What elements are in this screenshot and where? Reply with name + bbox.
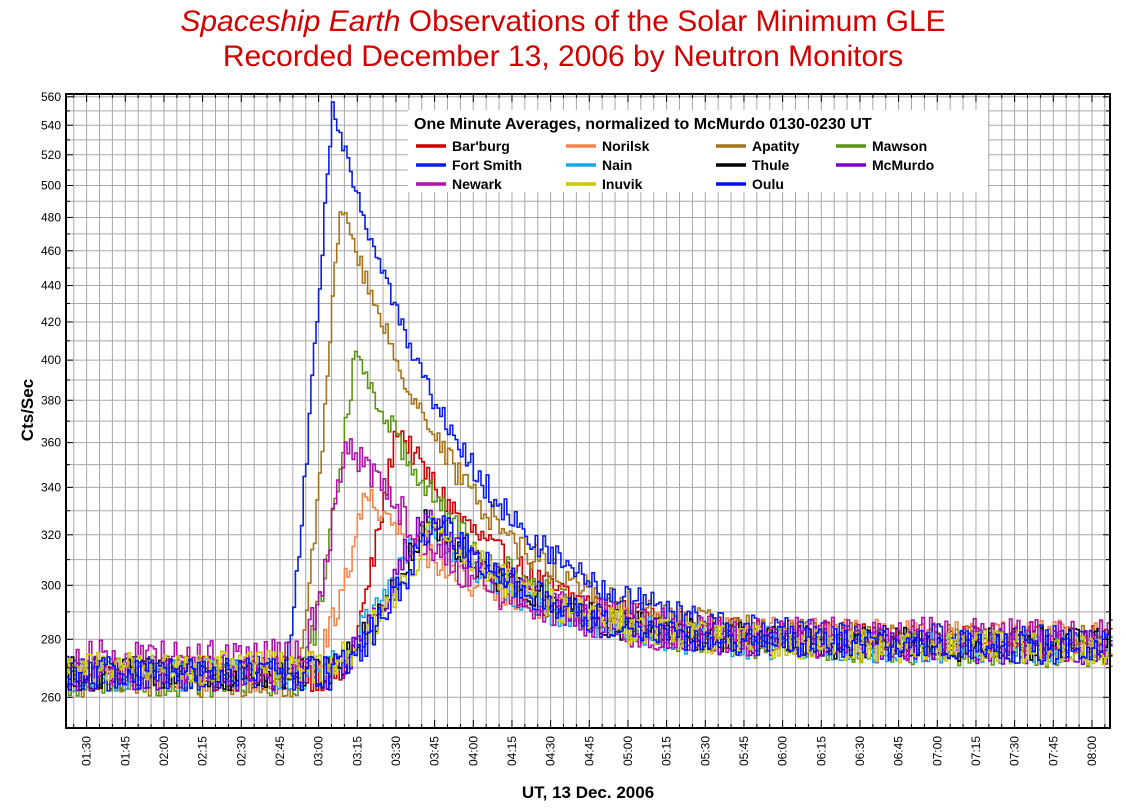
series-line-oulu [66,515,1113,691]
legend-entry: Fort Smith [452,157,522,173]
x-tick-label: 03:00 [312,736,326,766]
x-tick-label: 03:45 [428,736,442,766]
y-tick-label: 380 [41,393,61,407]
y-tick-label: 520 [41,148,61,162]
x-tick-label: 07:45 [1046,736,1060,766]
x-tick-label: 06:45 [892,736,906,766]
x-tick-label: 01:45 [118,736,132,766]
x-tick-label: 05:30 [698,736,712,766]
legend-entry: McMurdo [872,157,934,173]
y-tick-label: 360 [41,436,61,450]
y-tick-label: 560 [41,90,61,104]
legend-entry: Oulu [752,176,784,192]
legend-entry: Inuvik [602,176,643,192]
y-axis: 260 280 300 320 340 360 380 400 420 440 460 480 500 5… [41,90,1110,704]
title-line1: Observations of the Solar Minimum GLE [400,5,946,38]
plot-frame [65,93,1111,729]
x-tick-label: 07:30 [1008,736,1022,766]
x-tick-label: 04:45 [582,736,596,766]
y-tick-label: 300 [41,578,61,592]
y-tick-label: 320 [41,528,61,542]
y-axis-label: Cts/Sec [18,379,37,441]
chart-title: Spaceship Earth Observations of the Sola… [0,4,1126,74]
y-tick-label: 500 [41,178,61,192]
y-tick-label: 440 [41,279,61,293]
series-line-inuvik [66,515,1113,686]
legend-entry: Mawson [872,138,927,154]
y-tick-label: 480 [41,210,61,224]
title-italic: Spaceship Earth [180,5,401,38]
legend-entry: Apatity [752,138,800,154]
legend: One Minute Averages, normalized to McMur… [408,110,988,192]
legend-entry: Bar'burg [452,138,510,154]
x-tick-label: 03:30 [389,736,403,766]
legend-title: One Minute Averages, normalized to McMur… [414,116,872,133]
legend-entry: Thule [752,157,790,173]
x-tick-label: 04:30 [544,736,558,766]
y-tick-label: 420 [41,315,61,329]
y-tick-label: 460 [41,244,61,258]
legend-box [408,110,988,192]
x-tick-label: 08:00 [1085,736,1099,766]
title-line2: Recorded December 13, 2006 by Neutron Mo… [222,40,904,73]
x-tick-label: 07:15 [969,736,983,766]
x-tick-label: 02:45 [273,736,287,766]
y-tick-label: 280 [41,632,61,646]
x-tick-label: 06:00 [776,736,790,766]
x-tick-label: 03:15 [350,736,364,766]
y-tick-label: 540 [41,118,61,132]
x-tick-label: 04:00 [466,736,480,766]
x-tick-label: 05:00 [621,736,635,766]
series-group [66,101,1113,698]
x-axis: 01:30 01:45 02:00 02:15 02:30 02:45 03:00 03:15… [73,94,1106,766]
legend-entry: Nain [602,157,632,173]
x-tick-label: 06:15 [814,736,828,766]
y-tick-label: 400 [41,353,61,367]
x-tick-label: 05:45 [737,736,751,766]
legend-entry: Norilsk [602,138,650,154]
x-tick-label: 04:15 [505,736,519,766]
x-tick-label: 07:00 [930,736,944,766]
y-tick-label: 340 [41,480,61,494]
x-tick-label: 01:30 [80,736,94,766]
x-tick-label: 02:15 [196,736,210,766]
x-tick-label: 06:30 [853,736,867,766]
x-tick-label: 05:15 [660,736,674,766]
x-axis-label: UT, 13 Dec. 2006 [522,783,654,802]
y-tick-label: 260 [41,690,61,704]
x-tick-label: 02:00 [157,736,171,766]
x-tick-label: 02:30 [234,736,248,766]
legend-entry: Newark [452,176,502,192]
